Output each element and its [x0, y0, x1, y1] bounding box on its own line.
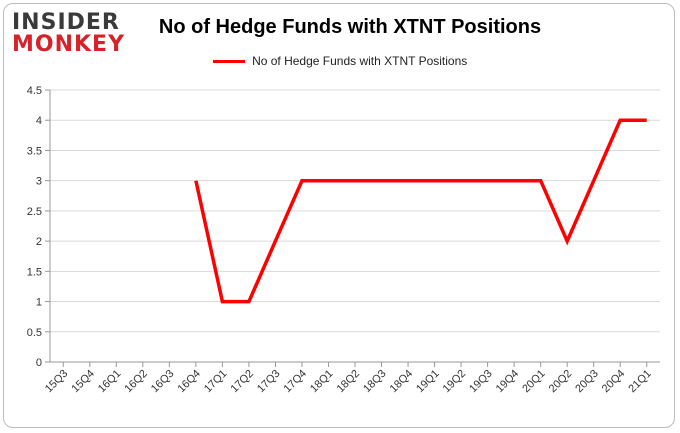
- y-tick-label: 0: [36, 357, 42, 369]
- y-tick-label: 4: [36, 115, 42, 127]
- y-tick-label: 0.5: [27, 327, 42, 339]
- x-tick-label: 18Q1: [308, 368, 336, 396]
- x-tick-label: 17Q1: [202, 368, 230, 396]
- x-tick-label: 18Q3: [361, 368, 389, 396]
- y-tick-label: 3: [36, 176, 42, 188]
- x-tick-label: 19Q4: [494, 368, 522, 396]
- logo-line-1: INSIDER: [12, 10, 120, 35]
- insider-monkey-logo: INSIDER MONKEY: [12, 12, 125, 56]
- x-tick-label: 17Q2: [229, 368, 257, 396]
- x-tick-label: 21Q1: [626, 368, 654, 396]
- x-tick-label: 16Q4: [175, 368, 203, 396]
- x-tick-label: 16Q3: [149, 368, 177, 396]
- x-tick-label: 19Q1: [414, 368, 442, 396]
- x-tick-label: 17Q3: [255, 368, 283, 396]
- x-tick-label: 18Q4: [388, 368, 416, 396]
- x-tick-label: 15Q4: [69, 368, 97, 396]
- x-tick-label: 20Q1: [520, 368, 548, 396]
- x-tick-label: 20Q3: [573, 368, 601, 396]
- legend-label: No of Hedge Funds with XTNT Positions: [252, 54, 468, 68]
- chart-title: No of Hedge Funds with XTNT Positions: [158, 16, 542, 38]
- chart-frame: [3, 3, 675, 428]
- x-tick-label: 16Q2: [122, 368, 150, 396]
- series-line: [194, 118, 647, 304]
- x-tick-label: 15Q3: [43, 368, 71, 396]
- x-tick-label: 20Q4: [600, 368, 628, 396]
- legend-swatch: [212, 60, 245, 64]
- x-tick-label: 19Q3: [467, 368, 495, 396]
- x-tick-label: 17Q4: [282, 368, 310, 396]
- y-tick-label: 1: [36, 297, 42, 309]
- y-tick-label: 3.5: [27, 145, 42, 157]
- x-tick-label: 16Q1: [96, 368, 124, 396]
- chart-legend: No of Hedge Funds with XTNT Positions: [0, 54, 680, 68]
- y-tick-label: 1.5: [27, 266, 42, 278]
- x-tick-label: 20Q2: [547, 368, 575, 396]
- y-tick-label: 2.5: [27, 206, 42, 218]
- logo-line-2: MONKEY: [12, 32, 126, 57]
- y-tick-label: 4.5: [27, 85, 42, 97]
- x-tick-label: 18Q2: [335, 368, 363, 396]
- y-tick-label: 2: [36, 236, 42, 248]
- x-tick-label: 19Q2: [441, 368, 469, 396]
